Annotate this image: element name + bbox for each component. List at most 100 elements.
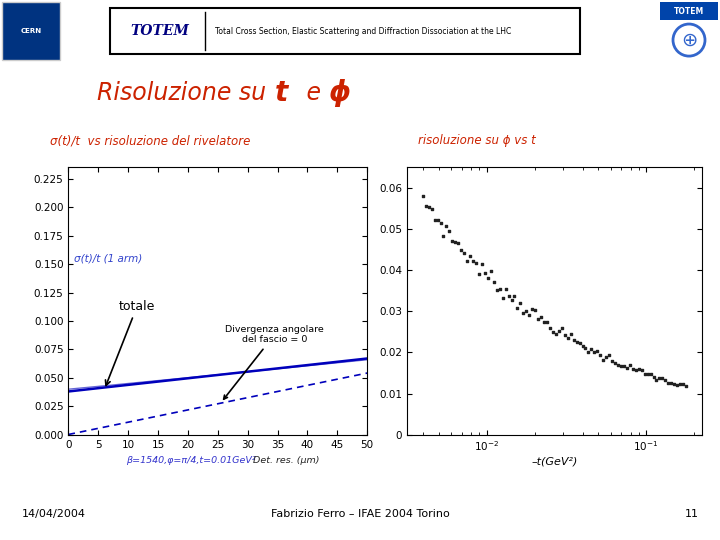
Point — [559, 330, 570, 339]
Point — [642, 370, 653, 379]
Point — [651, 376, 662, 384]
Point — [648, 373, 660, 381]
Point — [627, 365, 639, 374]
Point — [672, 380, 683, 389]
Point — [491, 286, 503, 294]
Text: Divergenza angolare
del fascio = 0: Divergenza angolare del fascio = 0 — [224, 325, 324, 399]
Point — [462, 257, 473, 266]
Point — [523, 310, 535, 319]
Point — [441, 221, 452, 230]
Point — [668, 380, 680, 388]
Point — [536, 313, 547, 322]
Point — [606, 356, 618, 365]
Point — [544, 323, 556, 332]
Point — [509, 292, 521, 300]
Text: Risoluzione su: Risoluzione su — [97, 82, 274, 105]
Point — [470, 259, 482, 267]
Text: t: t — [274, 79, 287, 107]
Point — [588, 347, 600, 356]
Text: Fabrizio Ferro – IFAE 2004 Torino: Fabrizio Ferro – IFAE 2004 Torino — [271, 509, 449, 519]
Point — [417, 192, 428, 200]
Text: Det. res. (μm): Det. res. (μm) — [241, 456, 320, 465]
Point — [488, 278, 500, 286]
Point — [532, 314, 544, 323]
Point — [645, 370, 657, 379]
Point — [426, 205, 437, 214]
Point — [574, 339, 585, 347]
Point — [582, 347, 594, 356]
Point — [568, 335, 580, 344]
Point — [444, 227, 455, 236]
Point — [500, 284, 511, 293]
Text: σ(ϕ) (rad) – 1 arm: σ(ϕ) (rad) – 1 arm — [502, 173, 594, 183]
Point — [577, 341, 588, 350]
Point — [518, 309, 529, 318]
Point — [639, 369, 650, 378]
Point — [423, 203, 434, 212]
Text: TOTEM: TOTEM — [130, 24, 189, 38]
Point — [452, 238, 464, 247]
Point — [429, 215, 441, 224]
Point — [612, 361, 624, 369]
Point — [621, 364, 633, 373]
Point — [479, 268, 490, 277]
Point — [456, 245, 467, 254]
Point — [541, 318, 553, 327]
Point — [556, 323, 567, 332]
Point — [675, 379, 686, 388]
Point — [618, 361, 630, 370]
Point — [562, 334, 573, 342]
Point — [678, 380, 689, 389]
X-axis label: –t(GeV²): –t(GeV²) — [531, 456, 577, 466]
Point — [446, 237, 458, 245]
Point — [464, 251, 476, 260]
Point — [547, 328, 559, 336]
Bar — [110, 8, 580, 54]
Point — [449, 238, 461, 247]
Point — [636, 366, 647, 374]
Point — [497, 294, 508, 302]
Point — [595, 351, 606, 360]
Point — [654, 373, 665, 382]
Text: 11: 11 — [685, 509, 698, 519]
Point — [420, 202, 431, 211]
Point — [503, 292, 514, 301]
Point — [553, 326, 564, 335]
Point — [485, 267, 497, 275]
Point — [662, 379, 674, 387]
Point — [515, 299, 526, 307]
Text: Total Cross Section, Elastic Scattering and Diffraction Dissociation at the LHC: Total Cross Section, Elastic Scattering … — [215, 26, 511, 36]
Point — [521, 307, 532, 315]
Point — [592, 346, 603, 355]
Text: 14/04/2004: 14/04/2004 — [22, 509, 86, 519]
Point — [609, 359, 621, 367]
Text: σ(t)/t  vs risoluzione del rivelatore: σ(t)/t vs risoluzione del rivelatore — [50, 134, 251, 147]
Point — [624, 361, 636, 369]
Point — [598, 355, 609, 364]
Point — [505, 295, 517, 304]
Text: CERN: CERN — [20, 28, 42, 34]
Text: ϕ: ϕ — [328, 79, 350, 107]
Point — [467, 256, 479, 265]
Point — [600, 353, 612, 362]
Point — [473, 269, 485, 278]
Point — [665, 379, 677, 387]
Bar — [660, 2, 718, 20]
Point — [565, 330, 577, 339]
Point — [571, 338, 582, 346]
Point — [438, 232, 449, 240]
Point — [615, 361, 626, 370]
Point — [482, 273, 494, 282]
Point — [680, 382, 692, 390]
Point — [435, 219, 446, 228]
Point — [432, 215, 444, 224]
Point — [459, 248, 470, 257]
Text: risoluzione su ϕ vs t: risoluzione su ϕ vs t — [418, 134, 536, 147]
Text: totale: totale — [105, 300, 156, 386]
Point — [494, 284, 505, 293]
Point — [526, 305, 538, 313]
Text: e: e — [299, 82, 328, 105]
Point — [633, 364, 644, 373]
Point — [529, 306, 541, 315]
Point — [476, 259, 487, 268]
